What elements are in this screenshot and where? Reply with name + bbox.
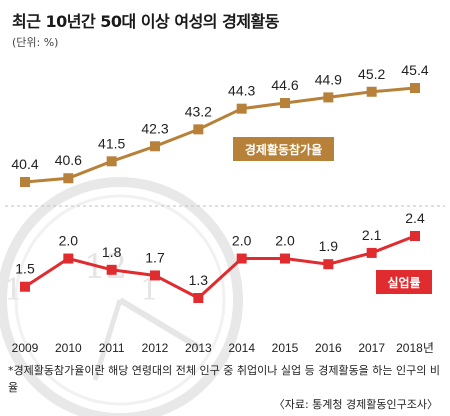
- data-point-0-1: [63, 173, 74, 184]
- x-tick-label: 2014: [228, 341, 255, 355]
- clock-illustration: 12 1 1: [0, 177, 243, 416]
- data-label-1-1: 2.0: [59, 233, 79, 249]
- data-point-1-1: [63, 253, 74, 264]
- data-label-1-4: 1.3: [189, 272, 209, 288]
- data-point-0-0: [20, 177, 30, 187]
- data-point-1-3: [150, 270, 160, 281]
- data-point-0-4: [193, 124, 204, 135]
- data-point-1-7: [323, 259, 334, 270]
- series-line-1: [24, 234, 416, 300]
- x-tick-label: 2017: [358, 341, 385, 355]
- data-label-1-9: 2.4: [405, 210, 425, 226]
- data-point-1-6: [280, 253, 290, 264]
- legend-unemployment: 실업률: [376, 270, 432, 294]
- x-tick-label: 2013: [185, 341, 212, 355]
- data-point-0-7: [323, 92, 334, 103]
- svg-text:1: 1: [4, 273, 23, 308]
- data-point-1-0: [20, 281, 30, 292]
- footnote: *경제활동참가율이란 해당 연령대의 전체 인구 중 취업이나 실업 등 경제활…: [8, 364, 441, 394]
- data-label-1-2: 1.8: [102, 244, 122, 260]
- x-tick-label: 2018년: [396, 341, 434, 355]
- data-label-0-5: 44.3: [228, 83, 255, 99]
- data-label-1-5: 2.0: [232, 233, 252, 249]
- x-tick-label: 2015: [272, 341, 299, 355]
- data-point-1-5: [236, 253, 247, 264]
- data-label-0-7: 44.9: [315, 71, 342, 87]
- data-point-0-3: [150, 141, 160, 152]
- data-point-0-2: [106, 156, 117, 167]
- data-point-0-9: [410, 83, 420, 93]
- data-point-1-8: [366, 247, 377, 258]
- data-point-1-2: [106, 264, 117, 275]
- data-label-0-4: 43.2: [185, 103, 212, 119]
- data-point-1-9: [410, 231, 420, 241]
- legend-unemployment-label: 실업률: [387, 275, 420, 290]
- svg-text:1: 1: [140, 273, 159, 308]
- data-label-0-3: 42.3: [141, 120, 168, 136]
- legend-participation: 경제활동참가율: [233, 137, 334, 161]
- data-label-0-1: 40.6: [55, 152, 82, 168]
- data-label-1-3: 1.7: [145, 249, 165, 265]
- series-line-0: [24, 86, 416, 184]
- data-label-0-9: 45.4: [401, 62, 428, 78]
- x-tick-label: 2016: [315, 341, 342, 355]
- data-point-1-4: [193, 293, 204, 303]
- unit-label: (단위: %): [12, 36, 59, 49]
- data-label-1-6: 2.0: [275, 233, 295, 249]
- data-label-0-2: 41.5: [98, 135, 125, 151]
- chart-title: 최근 10년간 50대 이상 여성의 경제활동: [12, 12, 279, 31]
- data-point-0-8: [366, 86, 377, 97]
- data-label-0-8: 45.2: [358, 66, 385, 82]
- data-label-0-6: 44.6: [271, 77, 298, 93]
- source-note: 〈자료: 통계청 경제활동인구조사〉: [273, 398, 438, 411]
- data-point-0-5: [236, 103, 247, 114]
- x-tick-label: 2010: [55, 341, 82, 355]
- x-tick-label: 2011: [99, 341, 125, 355]
- x-tick-label: 2009: [12, 341, 39, 355]
- x-tick-label: 2012: [142, 341, 169, 355]
- data-label-1-0: 1.5: [15, 261, 35, 277]
- data-label-1-7: 1.9: [319, 238, 339, 254]
- legend-participation-label: 경제활동참가율: [245, 142, 322, 157]
- data-label-1-8: 2.1: [362, 227, 382, 243]
- data-label-0-0: 40.4: [11, 156, 38, 172]
- data-point-0-6: [280, 98, 290, 109]
